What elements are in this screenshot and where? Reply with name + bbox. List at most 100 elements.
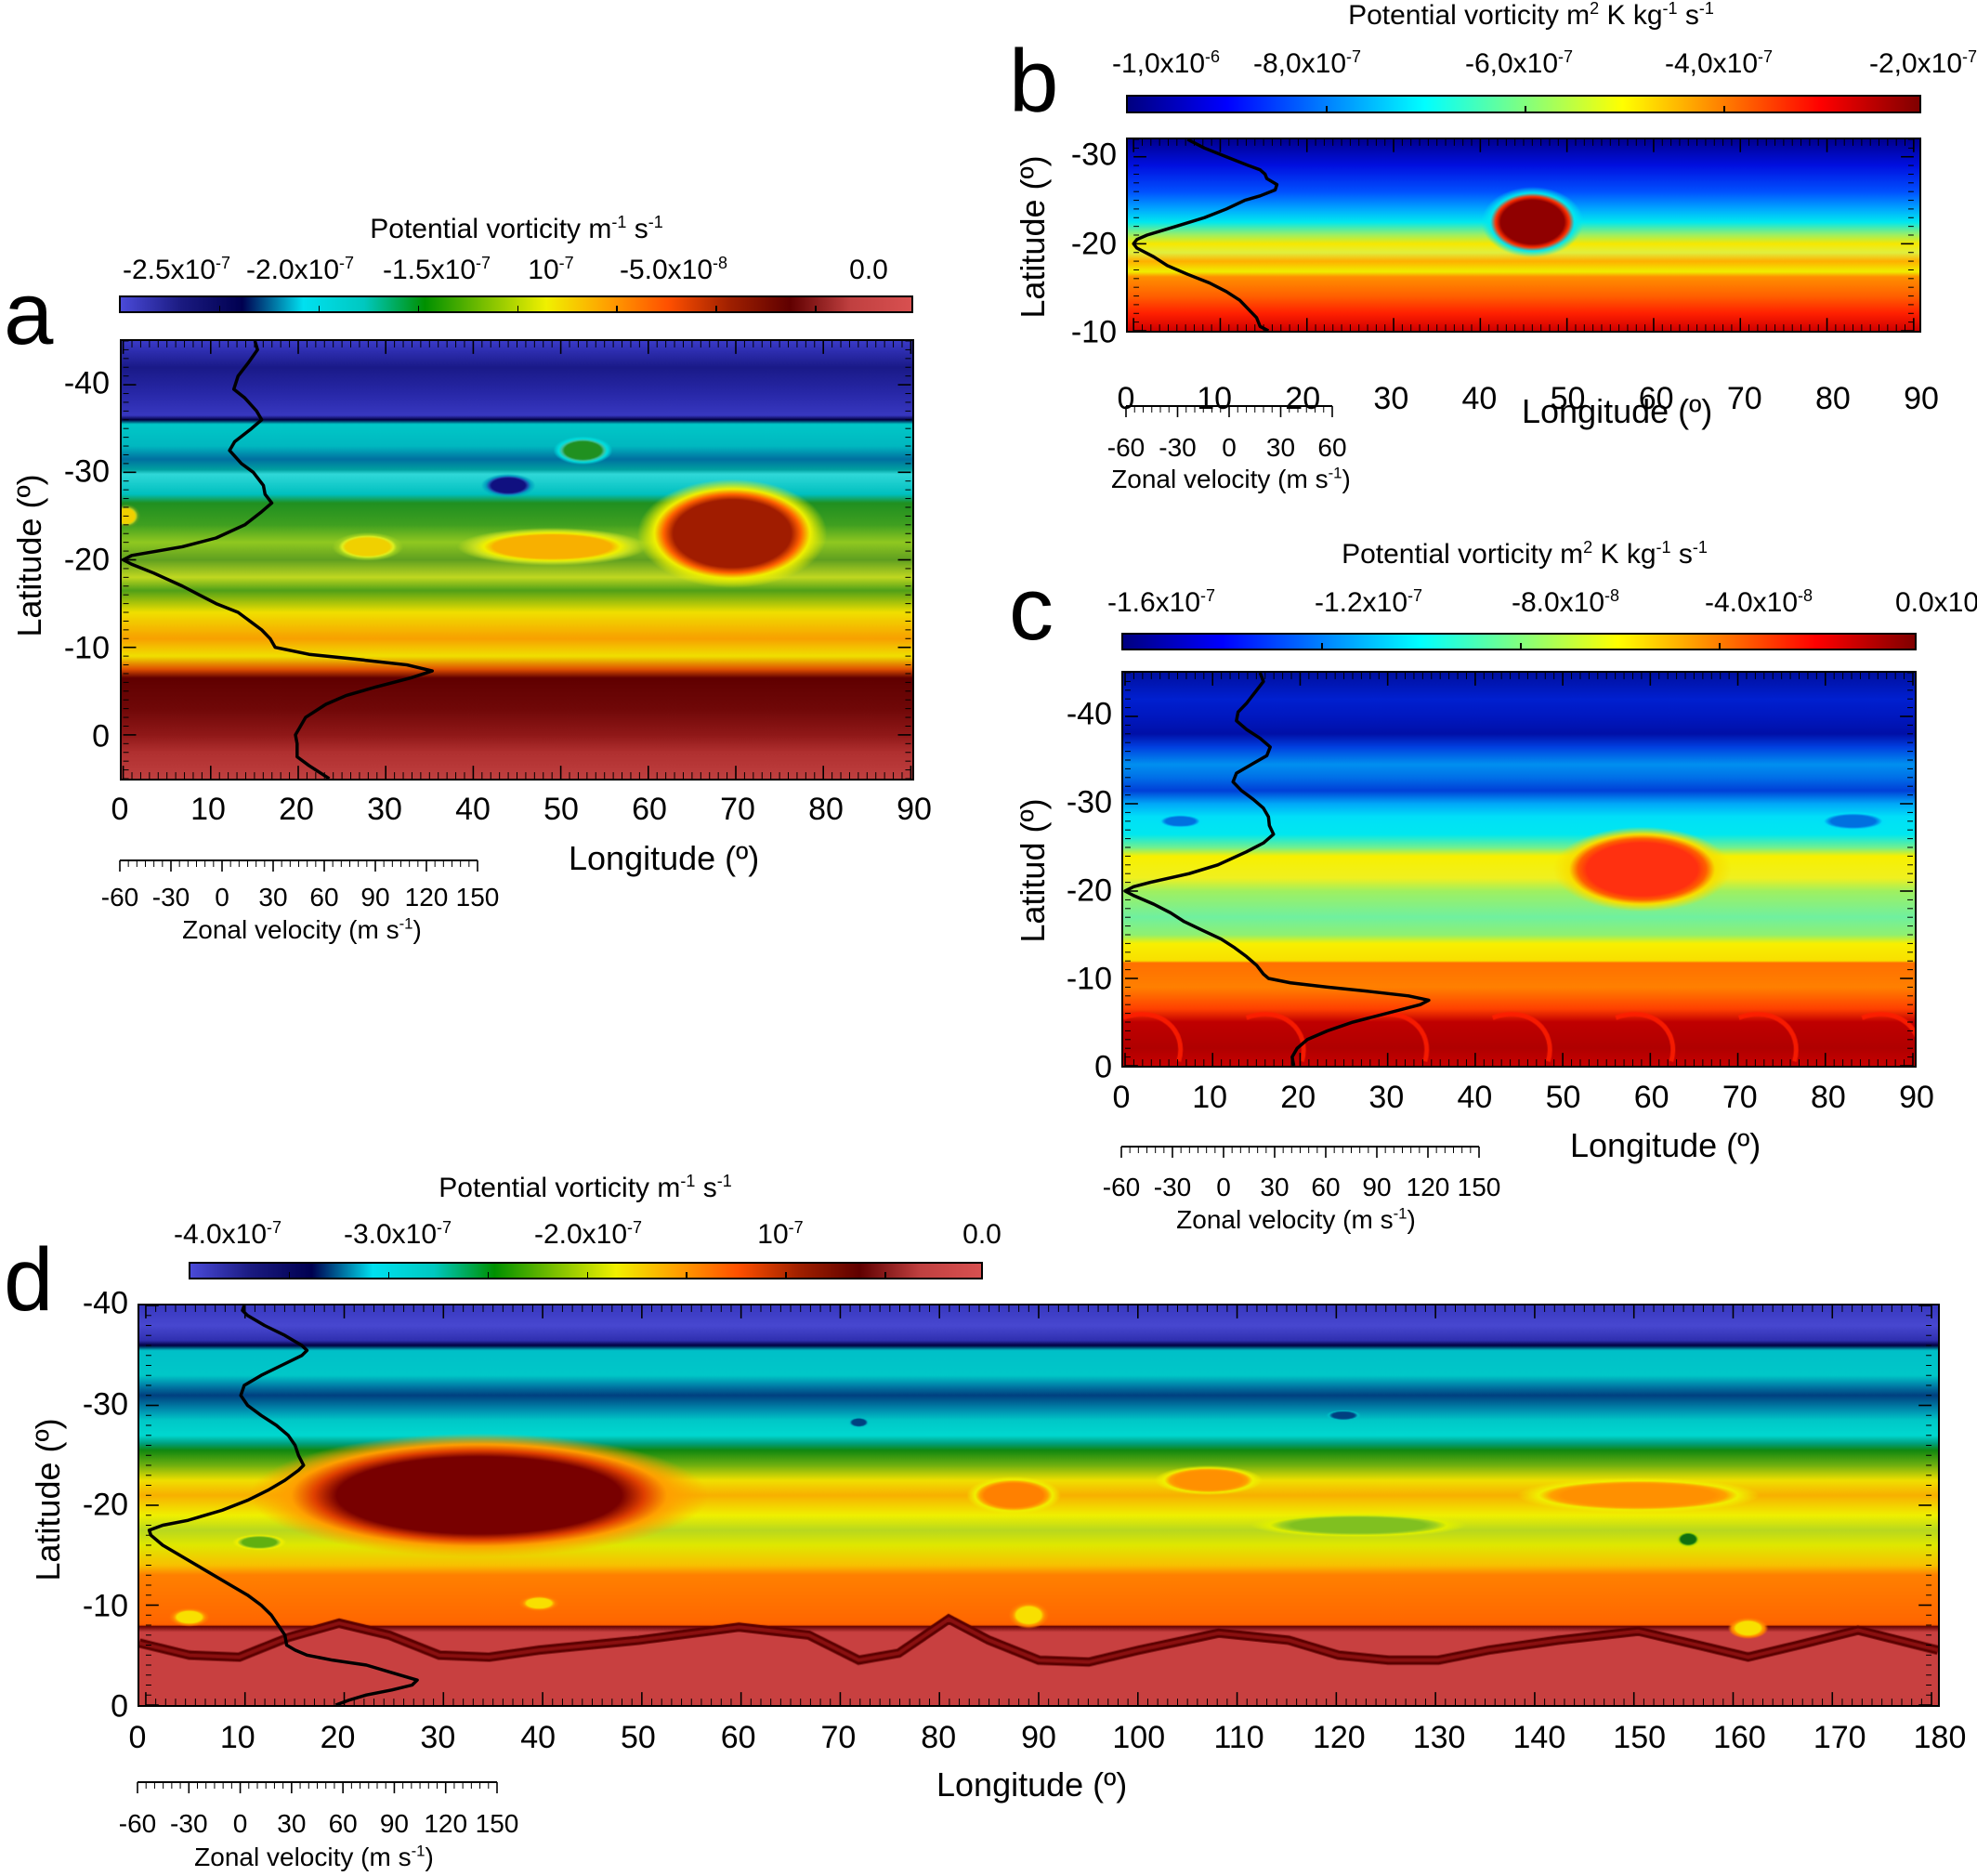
y-tick-label: -10 bbox=[63, 630, 110, 665]
x-tick-label: 40 bbox=[1457, 1080, 1493, 1115]
tick-mantissa: -1,0x10 bbox=[1111, 48, 1206, 79]
velocity-tick-label: 120 bbox=[424, 1809, 468, 1838]
tick-mantissa: -4.0x10 bbox=[173, 1219, 268, 1250]
velocity-label-sup: -1 bbox=[1393, 1204, 1407, 1223]
colorbar-tick-label: -6,0x10-7 bbox=[1465, 48, 1573, 80]
tick-mantissa: -4,0x10 bbox=[1664, 48, 1759, 79]
colorbar-tick-mark bbox=[417, 306, 420, 311]
y-tick-label: -40 bbox=[1066, 696, 1112, 732]
y-axis-label-c: Latitud (º) bbox=[1014, 798, 1052, 943]
zonal-velocity-profile-line bbox=[122, 341, 435, 779]
colorbar-tick-label: -2.5x10-7 bbox=[123, 255, 230, 286]
x-tick-label: 50 bbox=[1545, 1080, 1581, 1115]
colorbar-tick-label: -2.0x10-7 bbox=[246, 255, 354, 286]
x-tick-label: 60 bbox=[1633, 1080, 1669, 1115]
velocity-label-text: Zonal velocity (m s bbox=[1176, 1205, 1394, 1234]
x-tick-label: 100 bbox=[1112, 1720, 1166, 1755]
tick-exponent: -7 bbox=[339, 254, 355, 272]
x-tick-label: 70 bbox=[820, 1720, 857, 1755]
colorbar-title-text: K kg bbox=[1592, 539, 1656, 570]
colorbar-title-sup: -1 bbox=[716, 1172, 732, 1190]
velocity-tick-label: 0 bbox=[1216, 1173, 1231, 1201]
tick-mantissa: -4.0x10 bbox=[1704, 587, 1799, 618]
y-tick-label: -20 bbox=[1066, 872, 1112, 909]
colorbar-tick-label: -8.0x10-8 bbox=[1512, 587, 1619, 619]
velocity-tick-label: 90 bbox=[360, 883, 390, 912]
velocity-axis-label: Zonal velocity (m s-1) bbox=[182, 915, 422, 945]
tick-mantissa: -2,0x10 bbox=[1868, 48, 1963, 79]
heatmap-plot-d bbox=[137, 1304, 1940, 1707]
tick-exponent: -7 bbox=[437, 1218, 452, 1237]
velocity-label-text: Zonal velocity (m s bbox=[194, 1843, 412, 1871]
x-tick-label: 70 bbox=[720, 792, 755, 827]
colorbar-title-text: s bbox=[1677, 0, 1699, 31]
colorbar-tick-mark bbox=[1525, 106, 1526, 112]
velocity-tick-label: 0 bbox=[215, 883, 229, 912]
tick-exponent: -7 bbox=[1558, 47, 1574, 66]
x-tick-label: 70 bbox=[1726, 381, 1762, 416]
x-axis-label-a: Longitude (º) bbox=[569, 839, 760, 877]
colorbar-c bbox=[1121, 633, 1917, 650]
x-tick-label: 20 bbox=[320, 1720, 356, 1755]
x-tick-label: 70 bbox=[1722, 1080, 1758, 1115]
velocity-tick-label: 30 bbox=[277, 1809, 307, 1838]
velocity-tick-label: 150 bbox=[475, 1809, 519, 1838]
colorbar-tick-mark bbox=[1321, 643, 1323, 649]
tick-exponent: -8 bbox=[1798, 586, 1813, 605]
tick-exponent: -8 bbox=[1604, 586, 1620, 605]
x-tick-label: 90 bbox=[1904, 381, 1939, 416]
velocity-label-sup: -1 bbox=[399, 914, 413, 933]
velocity-tick-label: -30 bbox=[151, 883, 190, 912]
panel-letter-d: d bbox=[4, 1230, 54, 1330]
velocity-tick-label: 60 bbox=[328, 1809, 358, 1838]
colorbar-tick-label: -5.0x10-8 bbox=[620, 255, 727, 286]
x-tick-label: 80 bbox=[808, 792, 844, 827]
x-tick-label: 130 bbox=[1412, 1720, 1466, 1755]
tick-mantissa: -2.0x10 bbox=[533, 1219, 628, 1250]
x-tick-label: 150 bbox=[1613, 1720, 1667, 1755]
x-tick-label: 160 bbox=[1713, 1720, 1766, 1755]
y-tick-label: 0 bbox=[92, 718, 110, 754]
colorbar-tick-mark bbox=[487, 1272, 490, 1278]
colorbar-b bbox=[1126, 95, 1921, 113]
tick-exponent: -7 bbox=[216, 254, 231, 272]
tick-mantissa: -8.0x10 bbox=[1511, 587, 1605, 618]
y-tick-label: -20 bbox=[63, 542, 110, 577]
x-tick-label: 50 bbox=[543, 792, 579, 827]
velocity-tick-label: 150 bbox=[455, 883, 500, 912]
x-tick-label: 50 bbox=[620, 1720, 656, 1755]
zonal-velocity-profile-line bbox=[1132, 139, 1279, 331]
y-tick-label: 0 bbox=[111, 1688, 128, 1725]
colorbar-tick-mark bbox=[715, 306, 717, 311]
x-tick-label: 110 bbox=[1213, 1720, 1264, 1755]
velocity-scale-axis bbox=[1120, 1146, 1480, 1158]
y-tick-label: -20 bbox=[82, 1487, 128, 1523]
velocity-label-text: ) bbox=[425, 1843, 434, 1871]
x-tick-label: 30 bbox=[420, 1720, 456, 1755]
colorbar-tick-label: -2,0x10-7 bbox=[1869, 48, 1977, 80]
colorbar-tick-label: -3.0x10-7 bbox=[344, 1219, 452, 1251]
x-axis-label-b: Longitude (º) bbox=[1522, 392, 1713, 430]
colorbar-tick-mark bbox=[1520, 643, 1522, 649]
colorbar-title-sup: -1 bbox=[1698, 0, 1714, 18]
tick-exponent: -8 bbox=[713, 254, 728, 272]
colorbar-title-text: s bbox=[626, 214, 648, 244]
colorbar-tick-mark bbox=[387, 1272, 390, 1278]
x-axis-label-c: Longitude (º) bbox=[1570, 1126, 1761, 1164]
velocity-tick-label: 0 bbox=[232, 1809, 248, 1838]
x-tick-label: 20 bbox=[1285, 381, 1321, 416]
velocity-tick-label: 150 bbox=[1457, 1173, 1501, 1201]
tick-mantissa: -1.2x10 bbox=[1314, 587, 1408, 618]
tick-mantissa: 0.0 bbox=[962, 1219, 1002, 1250]
x-tick-label: 10 bbox=[190, 792, 226, 827]
colorbar-title-sup: -1 bbox=[680, 1172, 696, 1190]
velocity-label-sup: -1 bbox=[411, 1842, 426, 1860]
plot-overlay-b bbox=[1132, 139, 1915, 331]
tick-mantissa: -1.6x10 bbox=[1106, 587, 1201, 618]
velocity-scale-axis bbox=[137, 1781, 498, 1793]
colorbar-tick-label: -1.5x10-7 bbox=[383, 255, 491, 286]
tick-mantissa: -2.5x10 bbox=[122, 255, 216, 285]
colorbar-tick-label: -1.6x10-7 bbox=[1107, 587, 1215, 619]
y-tick-label: -40 bbox=[82, 1285, 128, 1321]
